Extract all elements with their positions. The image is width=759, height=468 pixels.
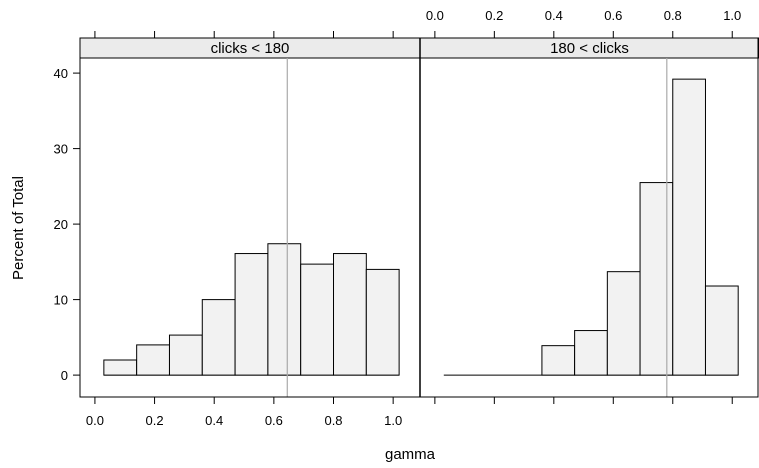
x-tick-label: 0.4 <box>545 8 563 23</box>
histogram-bar <box>267 243 302 376</box>
plot-frame <box>79 37 759 398</box>
x-tick-label: 0.0 <box>426 8 444 23</box>
y-tick-label: 0 <box>61 368 68 383</box>
y-tick-label: 40 <box>54 66 68 81</box>
x-tick-label: 0.6 <box>265 413 283 428</box>
histogram-bar <box>574 330 608 376</box>
y-axis-label: Percent of Total <box>10 176 27 280</box>
y-tick-label: 10 <box>54 293 68 308</box>
x-tick-label: 0.2 <box>146 413 164 428</box>
x-tick-label: 0.8 <box>324 413 342 428</box>
x-tick-label: 1.0 <box>723 8 741 23</box>
x-tick-label: 1.0 <box>384 413 402 428</box>
histogram-bar <box>168 334 203 376</box>
histogram-bar <box>300 263 335 376</box>
histogram-bar <box>606 271 641 376</box>
histogram-bar <box>136 344 170 376</box>
histogram-bar <box>541 345 576 376</box>
histogram-bar <box>704 285 739 376</box>
histogram-bar <box>201 299 236 376</box>
x-tick-label: 0.0 <box>86 413 104 428</box>
histogram-bar <box>234 253 269 376</box>
y-tick-label: 30 <box>54 142 68 157</box>
histogram-bar <box>365 268 400 376</box>
y-tick-label: 20 <box>54 217 68 232</box>
x-tick-label: 0.8 <box>664 8 682 23</box>
panel-strip-label: clicks < 180 <box>211 40 290 57</box>
histogram-bar <box>672 78 706 376</box>
panel-strip-label: 180 < clicks <box>550 40 629 57</box>
histogram-bar <box>639 182 674 376</box>
x-axis-label: gamma <box>385 446 436 463</box>
histogram-bar <box>103 359 138 376</box>
histogram-bar <box>333 253 367 376</box>
x-tick-label: 0.6 <box>604 8 622 23</box>
x-tick-label: 0.2 <box>485 8 503 23</box>
x-tick-label: 0.4 <box>205 413 223 428</box>
